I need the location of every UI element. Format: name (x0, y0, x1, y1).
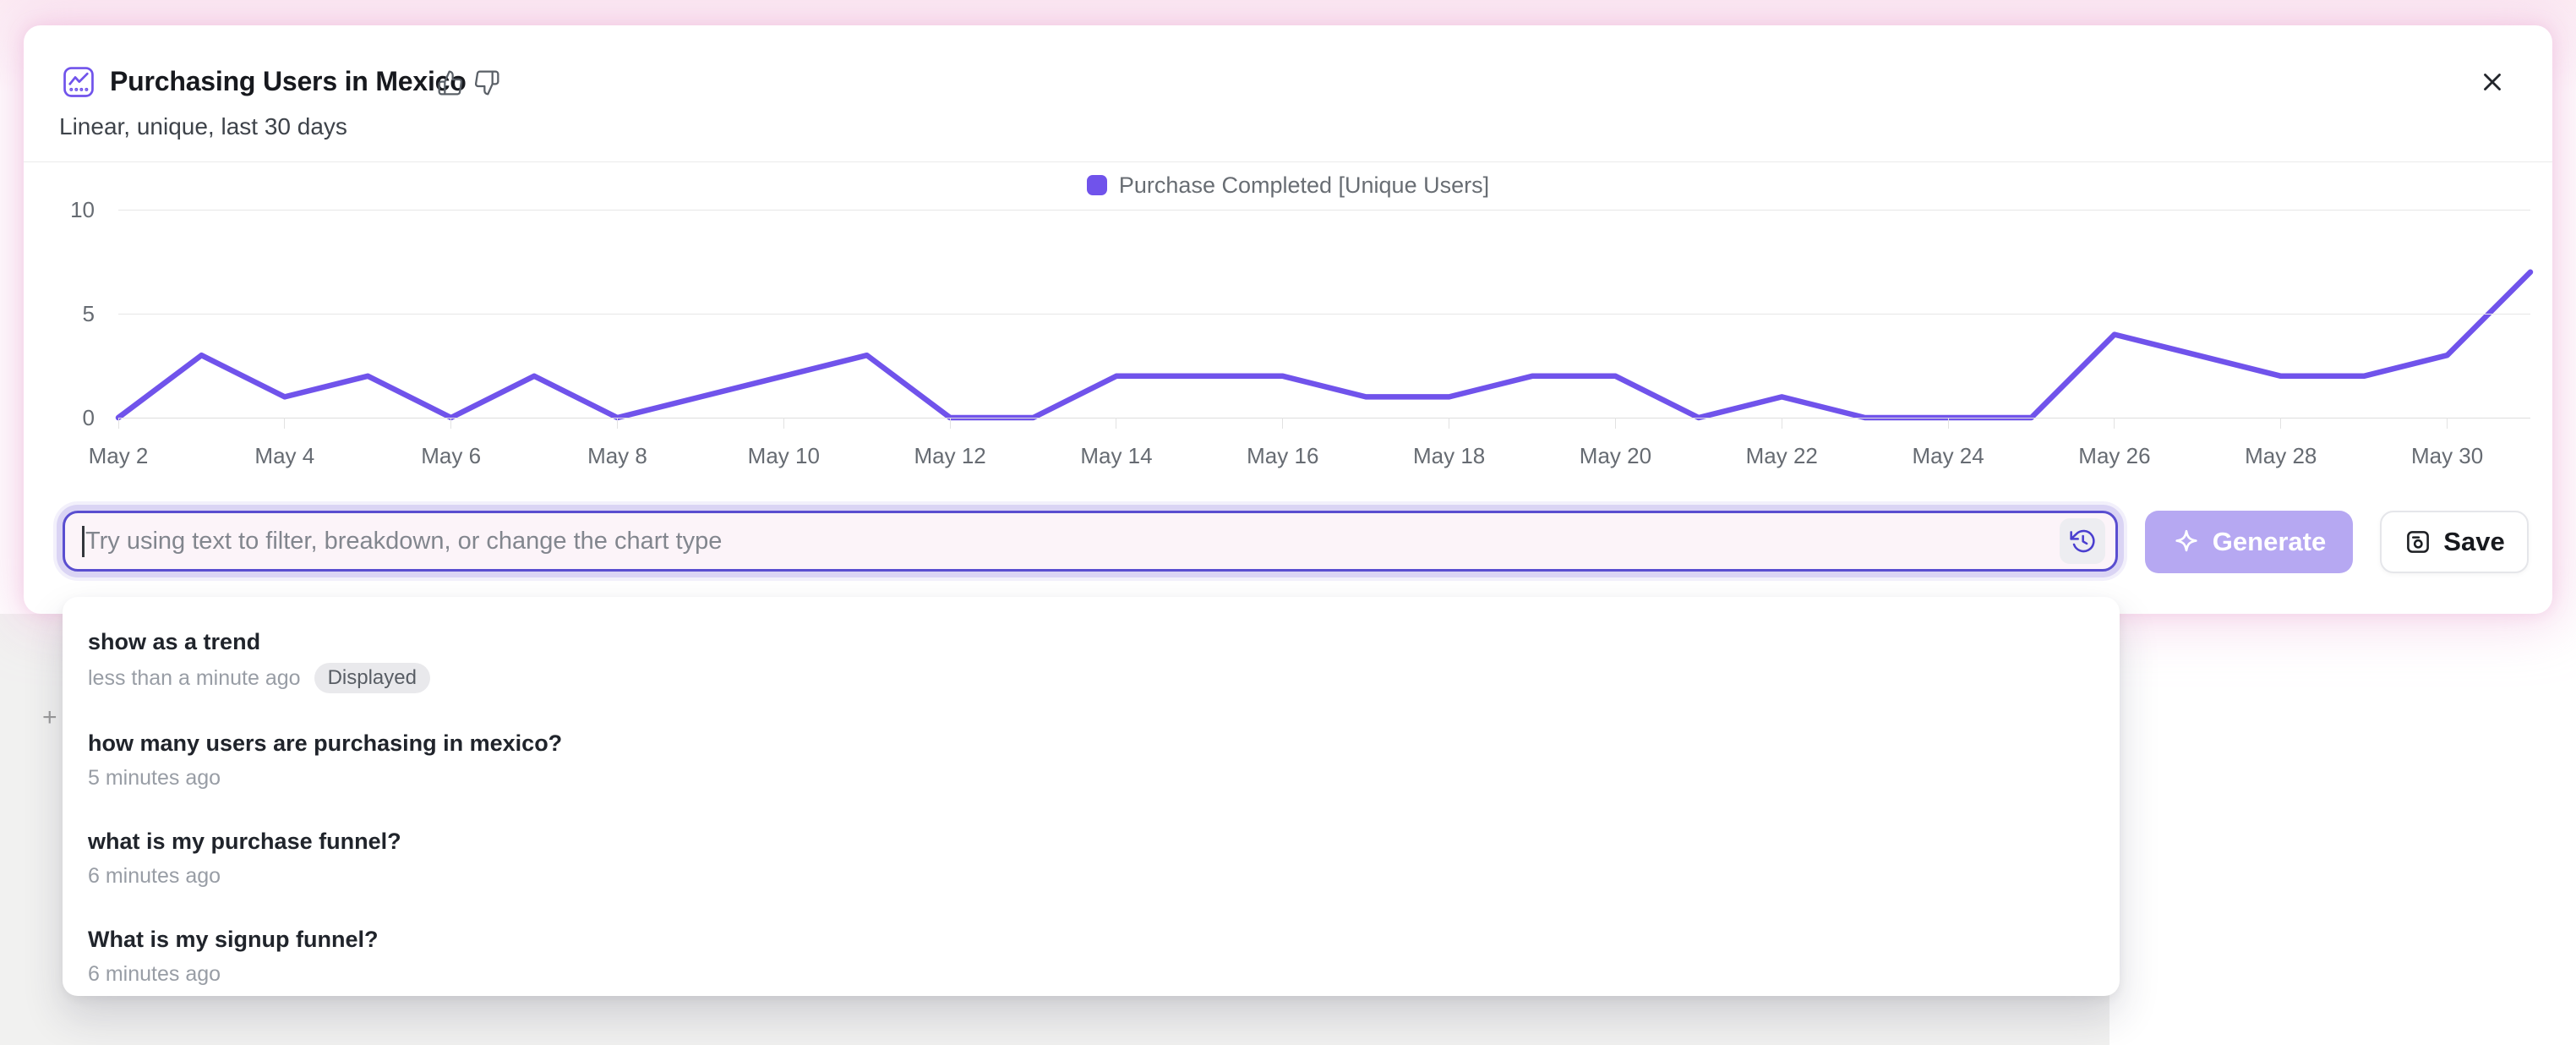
legend-label: Purchase Completed [Unique Users] (1118, 172, 1490, 198)
thumbs-up-icon[interactable] (437, 69, 464, 96)
x-axis-label: May 24 (1912, 443, 1984, 468)
x-axis-label: May 30 (2410, 443, 2484, 468)
x-axis-tick (2114, 418, 2115, 429)
history-timestamp: 6 minutes ago (88, 962, 221, 986)
history-item[interactable]: how many users are purchasing in mexico?… (63, 712, 2120, 810)
x-axis-label: May 8 (587, 443, 647, 468)
history-timestamp: less than a minute ago (88, 666, 301, 690)
legend-swatch (1086, 175, 1107, 195)
x-axis-tick (1947, 418, 1949, 429)
history-item[interactable]: show as a trend less than a minute ago D… (63, 610, 2120, 712)
x-axis-tick (1282, 418, 1284, 429)
history-query: show as a trend (88, 629, 261, 654)
ai-prompt-field[interactable] (63, 511, 2118, 572)
x-axis-label: May 10 (747, 443, 820, 468)
x-axis-label: May 22 (1745, 443, 1818, 468)
history-query: how many users are purchasing in mexico? (88, 730, 563, 756)
y-axis-label: 10 (70, 197, 95, 222)
x-axis-tick (450, 418, 452, 429)
thumbs-down-icon[interactable] (473, 69, 500, 96)
x-axis-label: May 28 (2245, 443, 2317, 468)
close-button[interactable] (2470, 59, 2515, 105)
history-meta: 6 minutes ago (88, 862, 2094, 889)
x-axis-label: May 14 (1080, 443, 1153, 468)
x-axis-label: May 2 (88, 443, 149, 468)
text-cursor (82, 526, 85, 557)
x-axis-tick (616, 418, 618, 429)
x-axis-tick (1614, 418, 1616, 429)
gridline (118, 313, 2530, 315)
history-meta: less than a minute ago Displayed (88, 663, 2094, 693)
save-button[interactable]: Save (2380, 511, 2529, 573)
y-axis-label: 5 (82, 301, 95, 326)
line-series (118, 210, 2530, 418)
chart-subtitle: Linear, unique, last 30 days (59, 113, 347, 140)
x-axis-tick (949, 418, 951, 429)
history-timestamp: 5 minutes ago (88, 766, 221, 790)
save-button-label: Save (2443, 527, 2505, 556)
header-divider (24, 161, 2552, 162)
x-axis-label: May 6 (421, 443, 482, 468)
chart-card: Purchasing Users in Mexico Linear, uniqu… (24, 25, 2552, 614)
sparkle-icon (2175, 529, 2197, 552)
x-axis-label: May 12 (914, 443, 986, 468)
chart-plot-area (118, 209, 2530, 429)
x-axis-label: May 26 (2078, 443, 2151, 468)
displayed-badge: Displayed (314, 663, 430, 693)
x-axis-tick (2447, 418, 2448, 429)
history-item[interactable]: what is my purchase funnel? 6 minutes ag… (63, 810, 2120, 908)
save-icon (2407, 531, 2430, 553)
x-axis-tick (783, 418, 784, 429)
ai-prompt-input[interactable] (65, 513, 2115, 569)
y-axis: 0 5 10 (24, 25, 95, 448)
x-axis-label: May 4 (254, 443, 315, 468)
x-axis-label: May 16 (1247, 443, 1319, 468)
history-query: What is my signup funnel? (88, 927, 379, 952)
history-meta: 5 minutes ago (88, 764, 2094, 791)
page-title: Purchasing Users in Mexico (110, 66, 467, 96)
history-button[interactable] (2060, 518, 2105, 564)
history-item[interactable]: What is my signup funnel? 6 minutes ago (63, 908, 2120, 1006)
history-meta: 6 minutes ago (88, 960, 2094, 988)
history-query: what is my purchase funnel? (88, 829, 401, 854)
y-axis-label: 0 (82, 405, 95, 430)
background-plus-glyph: + (42, 703, 57, 731)
history-dropdown: show as a trend less than a minute ago D… (63, 597, 2120, 996)
x-axis-label: May 18 (1412, 443, 1486, 468)
x-axis: May 2 May 4 May 6 May 8 May 10 May 12 May 14 Ma… (89, 443, 2530, 472)
x-axis-tick (2280, 418, 2282, 429)
line-chart-icon (63, 66, 95, 98)
gridline (118, 209, 2530, 211)
chart-legend: Purchase Completed [Unique Users] (24, 168, 2552, 202)
x-axis-tick (284, 418, 286, 429)
generate-button[interactable]: Generate (2145, 511, 2353, 573)
x-axis-label: May 20 (1579, 443, 1652, 468)
history-timestamp: 6 minutes ago (88, 864, 221, 888)
history-clock-icon (2070, 529, 2095, 553)
generate-button-label: Generate (2212, 527, 2327, 556)
x-axis-tick (117, 418, 119, 429)
gridline (118, 417, 2530, 419)
